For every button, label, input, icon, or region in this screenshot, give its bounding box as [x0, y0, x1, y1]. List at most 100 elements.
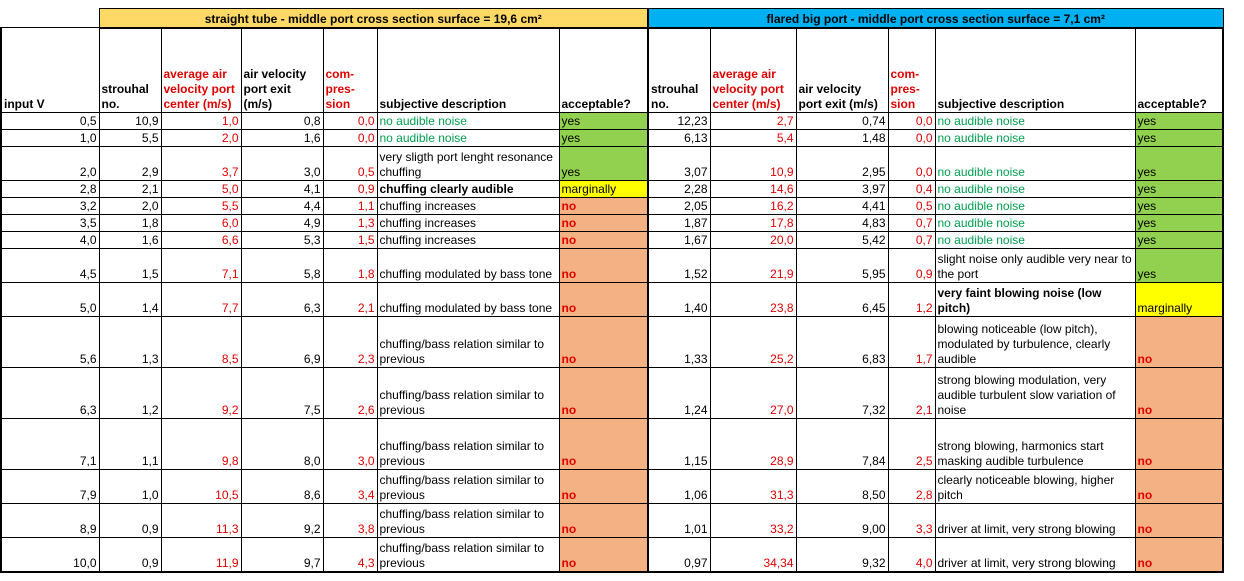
avg-velocity-left-cell: 2,0 [160, 129, 242, 147]
description-left-cell: chuffing/bass relation similar to previo… [376, 367, 560, 419]
header-acceptable-right: acceptable? [1134, 27, 1224, 113]
strouhal-right-cell: 1,40 [647, 282, 711, 317]
exit-velocity-left-cell: 0,8 [240, 112, 324, 130]
description-left-cell: chuffing/bass relation similar to previo… [376, 316, 560, 368]
compression-left-cell: 1,1 [322, 197, 378, 215]
input-v-cell: 2,0 [0, 146, 100, 181]
compression-right-cell: 2,5 [887, 418, 936, 470]
strouhal-left-cell: 1,3 [98, 316, 162, 368]
compression-left-cell: 3,0 [322, 418, 378, 470]
description-right-cell: strong blowing, harmonics start masking … [934, 418, 1136, 470]
avg-velocity-left-cell: 6,0 [160, 214, 242, 232]
header-compression-left: com- pres- sion [322, 27, 378, 113]
exit-velocity-right-cell: 6,45 [795, 282, 889, 317]
input-v-cell: 4,5 [0, 248, 100, 283]
compression-left-cell: 0,0 [322, 129, 378, 147]
strouhal-left-cell: 2,0 [98, 197, 162, 215]
acceptable-left-cell: no [558, 503, 649, 538]
strouhal-left-cell: 0,9 [98, 537, 162, 573]
acceptable-right-cell: no [1134, 503, 1224, 538]
exit-velocity-left-cell: 9,7 [240, 537, 324, 573]
acceptable-right-cell: yes [1134, 146, 1224, 181]
description-right-cell: no audible noise [934, 180, 1136, 198]
exit-velocity-right-cell: 6,83 [795, 316, 889, 368]
avg-velocity-right-cell: 20,0 [709, 231, 797, 249]
exit-velocity-left-cell: 6,3 [240, 282, 324, 317]
avg-velocity-right-cell: 33,2 [709, 503, 797, 538]
description-left-cell: chuffing/bass relation similar to previo… [376, 469, 560, 504]
strouhal-right-cell: 6,13 [647, 129, 711, 147]
avg-velocity-right-cell: 16,2 [709, 197, 797, 215]
input-v-cell: 5,6 [0, 316, 100, 368]
strouhal-left-cell: 5,5 [98, 129, 162, 147]
description-right-cell: blowing noticeable (low pitch), modulate… [934, 316, 1136, 368]
description-left-cell: chuffing/bass relation similar to previo… [376, 503, 560, 538]
exit-velocity-right-cell: 1,48 [795, 129, 889, 147]
avg-velocity-right-cell: 27,0 [709, 367, 797, 419]
compression-left-cell: 2,1 [322, 282, 378, 317]
table-row: 6,3 1,2 9,2 7,5 2,6 chuffing/bass relation si… [0, 367, 1224, 419]
acceptable-left-cell: yes [558, 146, 649, 181]
input-v-cell: 7,9 [0, 469, 100, 504]
input-v-cell: 1,0 [0, 129, 100, 147]
acceptable-left-cell: no [558, 282, 649, 317]
table-row: 7,9 1,0 10,5 8,6 3,4 chuffing/bass relation s… [0, 469, 1224, 504]
table-row: 5,0 1,4 7,7 6,3 2,1 chuffing modulated by bas… [0, 282, 1224, 317]
input-v-cell: 10,0 [0, 537, 100, 573]
acceptable-right-cell: yes [1134, 248, 1224, 283]
compression-left-cell: 2,6 [322, 367, 378, 419]
table-row: 8,9 0,9 11,3 9,2 3,8 chuffing/bass relation s… [0, 503, 1224, 538]
description-left-cell: no audible noise [376, 112, 560, 130]
header-exit-velocity-left: air velocity port exit (m/s) [240, 27, 324, 113]
avg-velocity-left-cell: 6,6 [160, 231, 242, 249]
avg-velocity-right-cell: 23,8 [709, 282, 797, 317]
exit-velocity-right-cell: 9,00 [795, 503, 889, 538]
description-right-cell: very faint blowing noise (low pitch) [934, 282, 1136, 317]
avg-velocity-left-cell: 8,5 [160, 316, 242, 368]
compression-left-cell: 0,0 [322, 112, 378, 130]
description-right-cell: clearly noticeable blowing, higher pitch [934, 469, 1136, 504]
strouhal-right-cell: 2,28 [647, 180, 711, 198]
compression-left-cell: 1,5 [322, 231, 378, 249]
description-left-cell: chuffing modulated by bass tone [376, 282, 560, 317]
exit-velocity-left-cell: 1,6 [240, 129, 324, 147]
strouhal-right-cell: 0,97 [647, 537, 711, 573]
acceptable-left-cell: no [558, 248, 649, 283]
compression-right-cell: 0,7 [887, 231, 936, 249]
table-row: 2,0 2,9 3,7 3,0 0,5 very sligth port lenght r… [0, 146, 1224, 181]
table-row: 3,2 2,0 5,5 4,4 1,1 chuffing increases no 2,05 1… [0, 197, 1224, 215]
compression-left-cell: 2,3 [322, 316, 378, 368]
input-v-cell: 3,5 [0, 214, 100, 232]
exit-velocity-right-cell: 5,95 [795, 248, 889, 283]
exit-velocity-left-cell: 6,9 [240, 316, 324, 368]
compression-left-cell: 0,5 [322, 146, 378, 181]
acceptable-left-cell: marginally [558, 180, 649, 198]
avg-velocity-right-cell: 21,9 [709, 248, 797, 283]
exit-velocity-right-cell: 0,74 [795, 112, 889, 130]
compression-right-cell: 0,7 [887, 214, 936, 232]
avg-velocity-left-cell: 9,2 [160, 367, 242, 419]
description-left-cell: chuffing clearly audible [376, 180, 560, 198]
exit-velocity-right-cell: 4,41 [795, 197, 889, 215]
table-row: 2,8 2,1 5,0 4,1 0,9 chuffing clearly audible m… [0, 180, 1224, 198]
strouhal-right-cell: 3,07 [647, 146, 711, 181]
description-left-cell: chuffing increases [376, 231, 560, 249]
strouhal-right-cell: 1,33 [647, 316, 711, 368]
compression-right-cell: 0,4 [887, 180, 936, 198]
avg-velocity-left-cell: 3,7 [160, 146, 242, 181]
exit-velocity-left-cell: 4,4 [240, 197, 324, 215]
input-v-cell: 0,5 [0, 112, 100, 130]
header-strouhal-right: strouhal no. [647, 27, 711, 113]
avg-velocity-left-cell: 11,3 [160, 503, 242, 538]
acceptable-right-cell: no [1134, 537, 1224, 573]
description-right-cell: no audible noise [934, 146, 1136, 181]
strouhal-right-cell: 2,05 [647, 197, 711, 215]
compression-right-cell: 1,7 [887, 316, 936, 368]
compression-left-cell: 1,8 [322, 248, 378, 283]
compression-left-cell: 3,8 [322, 503, 378, 538]
header-description-right: subjective description [934, 27, 1136, 113]
acceptable-right-cell: yes [1134, 197, 1224, 215]
strouhal-right-cell: 1,01 [647, 503, 711, 538]
header-acceptable-left: acceptable? [558, 27, 649, 113]
description-right-cell: no audible noise [934, 129, 1136, 147]
